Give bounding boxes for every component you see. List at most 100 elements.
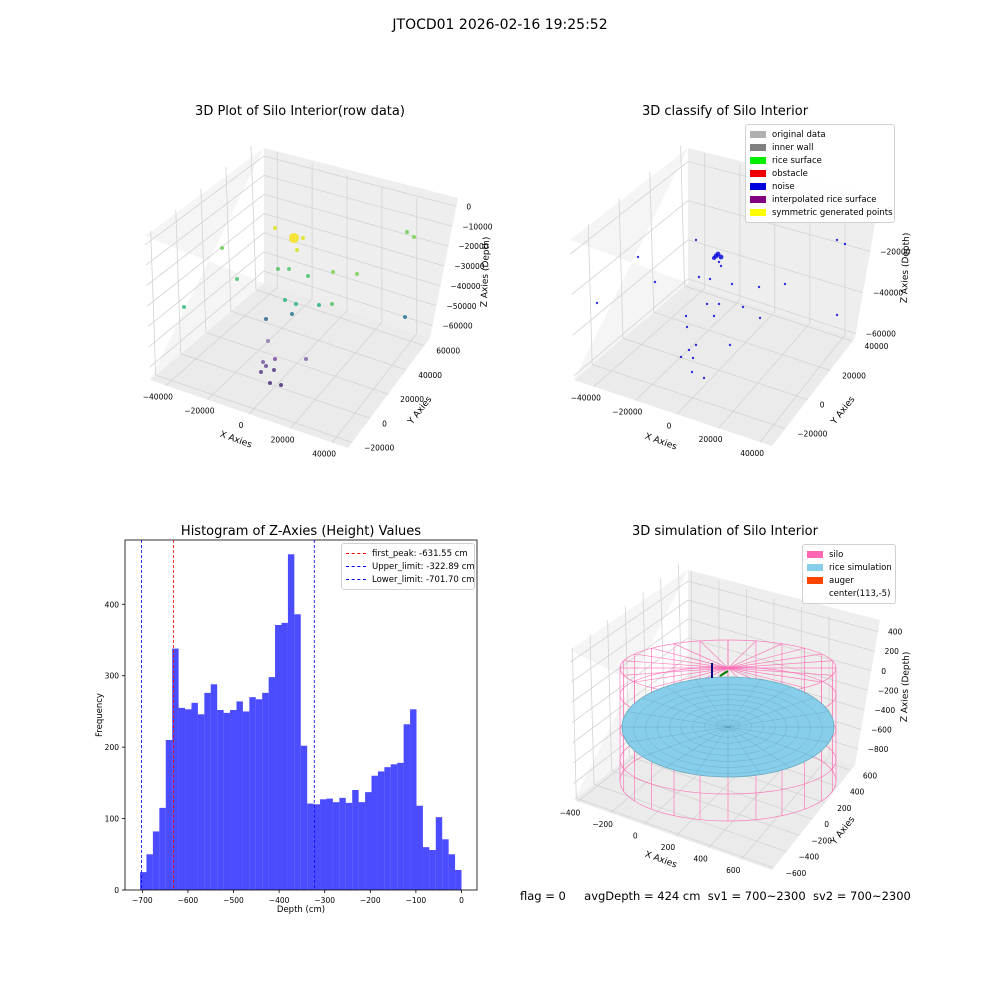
data-point bbox=[653, 280, 657, 284]
silo-roof-spoke bbox=[727, 667, 805, 689]
data-point bbox=[717, 260, 721, 264]
data-point bbox=[712, 256, 716, 260]
status-sv1: sv1 = 700~2300 bbox=[707, 889, 806, 903]
rice-mesh-spoke bbox=[627, 726, 729, 743]
histogram-bar bbox=[140, 872, 147, 890]
data-point bbox=[273, 226, 277, 230]
data-point bbox=[783, 282, 787, 286]
legend-swatch bbox=[750, 131, 766, 138]
legend-item: noise bbox=[750, 180, 890, 193]
histogram-title: Histogram of Z-Axies (Height) Values bbox=[180, 524, 422, 539]
histogram-bar bbox=[236, 701, 243, 890]
histogram-bar bbox=[384, 767, 391, 890]
legend-swatch bbox=[750, 209, 766, 216]
histogram-bar bbox=[275, 625, 282, 890]
legend-label: obstacle bbox=[772, 168, 808, 179]
histogram-bar bbox=[178, 707, 186, 890]
data-point bbox=[719, 264, 723, 268]
x-tick-label: 0 bbox=[633, 832, 638, 841]
histogram-bar bbox=[352, 790, 359, 890]
data-point bbox=[691, 356, 695, 360]
data-point bbox=[405, 230, 409, 234]
y-tick-label: 0 bbox=[382, 419, 387, 428]
data-point bbox=[266, 339, 270, 343]
legend-item: Lower_limit: -701.70 cm bbox=[346, 573, 474, 586]
data-point bbox=[331, 270, 335, 274]
z-gridline bbox=[145, 174, 453, 266]
x-tick-label: 20000 bbox=[699, 435, 723, 444]
x-tick-label: 0 bbox=[459, 896, 464, 905]
y-axis-label: Frequency bbox=[95, 693, 105, 737]
y-gridline bbox=[150, 231, 353, 443]
y-gridline bbox=[618, 198, 808, 400]
x-tick-label: −200 bbox=[360, 896, 381, 905]
histogram-bar bbox=[429, 850, 436, 890]
z-tick-label: −20000 bbox=[880, 247, 910, 256]
x-gridline bbox=[290, 187, 383, 429]
status-line: flag = 0 avgDepth = 424 cm sv1 = 700~230… bbox=[520, 889, 911, 903]
silo-roof-spoke bbox=[727, 653, 822, 669]
data-point bbox=[712, 314, 716, 318]
rice-mesh-spoke bbox=[727, 679, 761, 728]
y-tick-label: 0 bbox=[824, 820, 829, 829]
data-point bbox=[289, 233, 299, 243]
z-tick-label: −600 bbox=[871, 725, 892, 734]
simulation-3d-plot: −400 −200 0 200 400 600 −600 −400 −200 0 200 400 600… bbox=[560, 564, 912, 878]
y-tick-label: 0 bbox=[114, 886, 119, 895]
z-gridline bbox=[573, 278, 856, 377]
rice-mesh-spoke bbox=[695, 679, 729, 728]
data-point bbox=[758, 316, 762, 320]
silo-roof-spoke bbox=[727, 667, 833, 676]
y-gridline bbox=[225, 167, 407, 371]
x-tick-label: 200 bbox=[661, 843, 676, 852]
data-point bbox=[235, 277, 239, 281]
classify-plot-title: 3D classify of Silo Interior bbox=[641, 104, 809, 119]
x-tick-label: −40000 bbox=[143, 392, 173, 401]
back-left-pane bbox=[145, 148, 264, 380]
data-point bbox=[728, 343, 732, 347]
z-tick-label: −400 bbox=[875, 706, 896, 715]
y-tick-label: 40000 bbox=[865, 342, 889, 351]
y-tick-label: 20000 bbox=[842, 371, 866, 380]
y-tick-label: −20000 bbox=[364, 444, 394, 453]
data-point bbox=[355, 272, 359, 276]
histogram-bar bbox=[320, 799, 327, 890]
silo-roof-spoke bbox=[651, 667, 729, 689]
histogram-bar bbox=[255, 699, 263, 890]
legend-swatch bbox=[750, 196, 766, 203]
center-marker bbox=[719, 670, 729, 677]
histogram-bar bbox=[307, 803, 314, 890]
x-axis-label: X Axies bbox=[218, 430, 253, 451]
x-tick-label: 600 bbox=[726, 866, 741, 875]
data-point bbox=[294, 302, 298, 306]
x-gridline bbox=[740, 616, 830, 860]
legend-item: silo bbox=[807, 548, 891, 561]
data-point bbox=[708, 277, 712, 281]
x-tick-label: 20000 bbox=[271, 435, 295, 444]
legend-swatch bbox=[750, 170, 766, 177]
histogram-bar bbox=[313, 804, 321, 890]
y-tick-label: 40000 bbox=[418, 371, 442, 380]
histogram-bar bbox=[152, 831, 160, 890]
data-point bbox=[268, 381, 272, 385]
data-point bbox=[182, 305, 186, 309]
histogram-bar bbox=[435, 817, 443, 890]
z-gridline bbox=[572, 656, 865, 744]
z-tick-label: −60000 bbox=[866, 330, 896, 339]
rice-mesh-spoke bbox=[665, 686, 729, 728]
legend-swatch bbox=[807, 577, 823, 584]
histogram-bar bbox=[326, 798, 333, 890]
histogram-bar bbox=[294, 614, 301, 890]
data-point bbox=[264, 364, 268, 368]
histogram-bar bbox=[185, 709, 192, 890]
legend-item: auger bbox=[807, 574, 891, 587]
data-point bbox=[272, 368, 276, 372]
z-gridline bbox=[145, 155, 457, 245]
histogram-bar bbox=[287, 554, 295, 890]
legend-line bbox=[346, 566, 366, 567]
x-tick-label: −100 bbox=[406, 896, 427, 905]
silo-roof-spoke bbox=[673, 643, 729, 669]
z-axis-label: Z Axies (Depth) bbox=[900, 233, 912, 304]
z-tick-label: 400 bbox=[888, 628, 903, 637]
y-tick-label: 200 bbox=[105, 743, 120, 752]
